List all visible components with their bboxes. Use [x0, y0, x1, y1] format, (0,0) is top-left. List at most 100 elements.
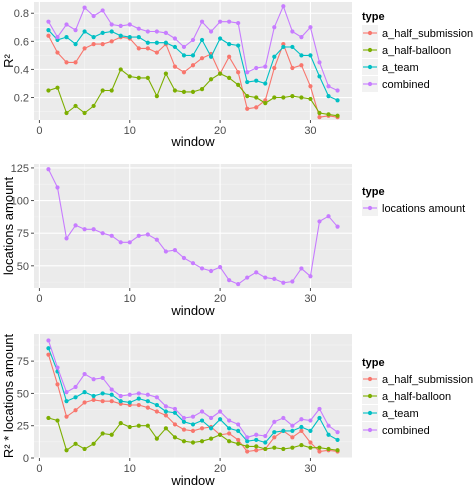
data-point-locations amount: [46, 167, 51, 172]
data-point-locations amount: [218, 265, 223, 270]
legend-title: type: [362, 11, 385, 23]
data-point-combined: [73, 384, 78, 390]
legend-key-point: [367, 393, 373, 399]
x-tick-label: 20: [214, 125, 226, 137]
data-point-locations amount: [64, 236, 69, 241]
data-point-locations amount: [145, 232, 150, 237]
data-point-a_team: [245, 439, 250, 444]
legend-label-a_half_submission: a_half_submission: [382, 374, 473, 386]
x-axis-title: window: [170, 134, 215, 149]
data-point-combined: [190, 414, 196, 419]
plot-background: [34, 2, 352, 120]
data-point-locations amount: [118, 240, 123, 245]
y-tick-label: 75: [17, 356, 29, 368]
data-point-combined: [299, 417, 304, 422]
data-point-a_half_submission: [82, 46, 87, 51]
data-point-a_half_submission: [245, 106, 250, 111]
data-point-a_half-balloon: [55, 418, 60, 423]
data-point-combined: [127, 392, 132, 397]
data-point-a_team: [82, 390, 87, 395]
data-point-combined: [55, 365, 60, 370]
data-point-locations amount: [263, 275, 268, 280]
data-point-a_team: [263, 81, 268, 86]
data-point-a_team: [281, 428, 286, 433]
data-point-a_half-balloon: [208, 436, 214, 441]
data-point-a_team: [154, 40, 159, 45]
data-point-a_half-balloon: [281, 446, 286, 452]
data-point-combined: [91, 13, 96, 19]
data-point-a_half-balloon: [272, 445, 277, 450]
data-point-a_half-balloon: [236, 82, 241, 87]
data-point-a_half-balloon: [190, 440, 196, 445]
data-point-a_team: [199, 37, 205, 43]
data-point-a_half_submission: [73, 408, 78, 413]
legend-key-point: [367, 376, 373, 382]
data-point-a_half-balloon: [145, 75, 150, 80]
x-tick-label: 10: [124, 463, 136, 475]
data-point-combined: [272, 419, 277, 424]
data-point-combined: [46, 338, 51, 343]
data-point-a_half_submission: [308, 440, 313, 445]
data-point-combined: [136, 391, 141, 396]
data-point-combined: [199, 19, 205, 24]
data-point-a_half-balloon: [163, 71, 168, 76]
data-point-locations amount: [281, 280, 286, 285]
data-point-a_half-balloon: [335, 113, 340, 118]
data-point-a_half_submission: [172, 64, 178, 69]
data-point-a_half-balloon: [73, 441, 78, 446]
data-point-a_half-balloon: [118, 67, 123, 72]
data-point-a_team: [236, 428, 241, 433]
data-point-a_team: [227, 42, 232, 47]
x-tick-label: 0: [36, 293, 42, 305]
y-tick-label: 125: [11, 163, 29, 175]
data-point-a_half_submission: [299, 63, 304, 68]
data-point-a_half_submission: [109, 399, 114, 404]
data-point-combined: [181, 415, 187, 421]
data-point-a_half-balloon: [308, 445, 313, 450]
y-tick-label: 0.4: [14, 64, 29, 76]
data-point-combined: [227, 418, 232, 423]
data-point-a_team: [308, 428, 313, 433]
data-point-combined: [290, 29, 295, 34]
data-point-a_half_submission: [145, 46, 150, 51]
data-point-combined: [172, 36, 178, 41]
data-point-combined: [181, 44, 187, 50]
legend-label-a_half_submission: a_half_submission: [382, 28, 473, 40]
data-point-combined: [308, 25, 313, 30]
data-point-a_team: [163, 409, 168, 414]
data-point-a_half-balloon: [100, 88, 105, 93]
data-point-combined: [55, 35, 60, 40]
x-tick-label: 30: [304, 125, 316, 137]
data-point-a_team: [136, 396, 141, 401]
data-point-a_half-balloon: [172, 435, 178, 440]
data-point-a_team: [272, 54, 277, 59]
data-point-a_half-balloon: [46, 88, 51, 93]
x-axis-title: window: [170, 303, 215, 318]
data-point-a_half-balloon: [172, 88, 178, 93]
data-point-a_half-balloon: [190, 89, 196, 95]
data-point-combined: [208, 415, 214, 421]
data-point-a_half-balloon: [55, 85, 60, 90]
data-point-a_half_submission: [46, 352, 51, 357]
data-point-a_half-balloon: [82, 110, 87, 116]
data-point-combined: [82, 371, 87, 377]
data-point-a_half_submission: [308, 84, 313, 89]
data-point-combined: [163, 404, 168, 409]
data-point-a_team: [73, 42, 78, 47]
data-point-locations amount: [172, 248, 178, 253]
data-point-a_team: [281, 44, 286, 50]
data-point-combined: [163, 30, 168, 36]
data-point-locations amount: [55, 185, 60, 190]
data-point-a_half_submission: [272, 435, 277, 440]
data-point-locations amount: [335, 224, 340, 229]
data-point-a_half_submission: [299, 428, 304, 433]
data-point-a_team: [127, 35, 132, 40]
data-point-locations amount: [254, 270, 259, 275]
data-point-a_team: [109, 29, 114, 34]
data-point-combined: [326, 423, 331, 428]
data-point-a_half-balloon: [326, 446, 331, 452]
data-point-a_half_submission: [154, 409, 159, 414]
data-point-a_half_submission: [290, 65, 295, 71]
data-point-a_team: [64, 399, 69, 404]
